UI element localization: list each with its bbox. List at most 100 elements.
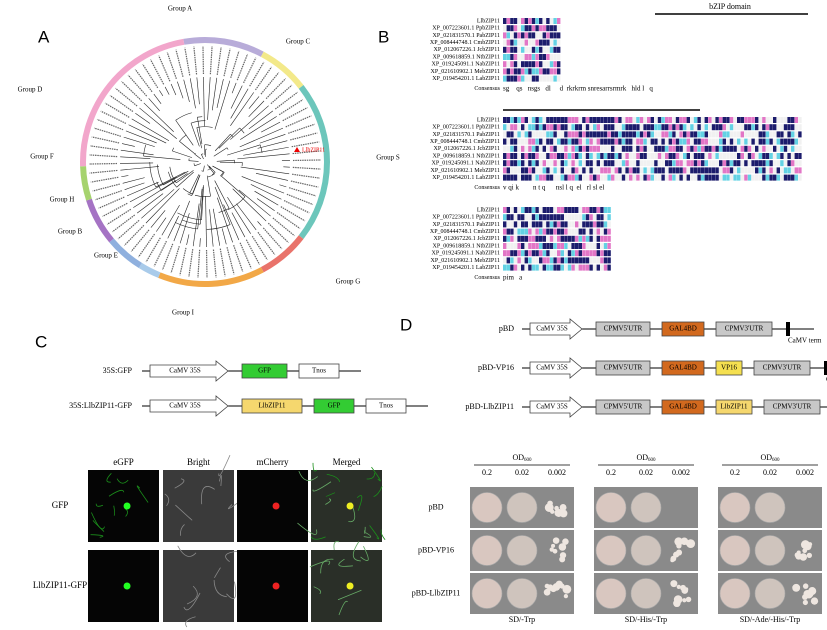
yeast-spot	[630, 578, 662, 609]
tree-branch	[203, 165, 205, 172]
residue	[708, 117, 712, 123]
residue	[542, 68, 546, 75]
residue	[535, 235, 539, 242]
residue	[557, 68, 561, 75]
leaf-label-placeholder	[292, 166, 321, 170]
residue	[751, 160, 755, 167]
leaf-label-placeholder	[92, 183, 120, 192]
od-label: OD600	[512, 453, 532, 463]
residue	[683, 160, 687, 167]
residue	[798, 167, 802, 174]
residue	[564, 160, 568, 167]
residue	[758, 138, 762, 145]
residue	[607, 250, 611, 257]
residue	[711, 167, 716, 174]
residue	[539, 153, 543, 159]
residue	[618, 124, 622, 131]
residue	[672, 174, 676, 181]
residue	[625, 153, 629, 159]
residue	[513, 250, 518, 257]
od-label: OD600	[636, 453, 656, 463]
residue	[798, 131, 802, 138]
residue	[549, 61, 554, 68]
residue	[596, 131, 600, 138]
tree-branch	[189, 174, 200, 193]
residue	[783, 124, 788, 131]
leaf-label-placeholder	[223, 48, 231, 77]
residue	[643, 117, 647, 123]
residue	[510, 18, 514, 24]
residue	[585, 264, 590, 271]
residue	[535, 54, 539, 60]
residue	[524, 145, 528, 152]
residue	[621, 131, 626, 138]
residue	[506, 160, 510, 167]
residue	[539, 25, 543, 32]
residue	[715, 145, 719, 152]
residue	[636, 138, 640, 145]
residue	[780, 117, 784, 123]
residue	[657, 174, 662, 181]
terminator	[786, 322, 790, 336]
leaf-label-placeholder	[292, 173, 320, 179]
residue	[600, 145, 604, 152]
residue	[546, 68, 550, 75]
residue	[755, 145, 759, 152]
residue	[791, 131, 795, 138]
part-label: CaMV 35S	[169, 367, 201, 375]
residue	[503, 124, 507, 131]
residue	[585, 124, 590, 131]
residue	[557, 46, 561, 53]
residue	[650, 167, 654, 174]
residue	[737, 131, 741, 138]
residue	[755, 117, 759, 123]
residue	[535, 250, 539, 257]
sequence-name: XP_008444748.1 CmbZIP11	[430, 139, 500, 145]
residue	[665, 160, 669, 167]
residue	[503, 264, 507, 271]
sequence-name: XP_012067226.1 JcbZIP11	[434, 236, 500, 242]
residue	[564, 264, 568, 271]
tree-branch	[227, 196, 251, 234]
residue	[636, 153, 640, 159]
cell-outline	[298, 470, 318, 481]
residue	[762, 160, 766, 167]
residue	[521, 32, 525, 39]
residue	[675, 167, 680, 174]
residue	[679, 160, 683, 167]
residue	[528, 264, 532, 271]
group-label: Group I	[172, 309, 195, 317]
yeast-colony	[559, 509, 568, 518]
residue	[549, 68, 554, 75]
residue	[521, 214, 525, 221]
residue	[629, 145, 633, 152]
residue	[697, 131, 701, 138]
residue	[747, 131, 752, 138]
residue	[528, 131, 532, 138]
residue	[600, 221, 604, 228]
residue	[513, 25, 518, 32]
leaf-label-placeholder	[276, 211, 301, 230]
residue	[503, 138, 507, 145]
residue	[589, 235, 593, 242]
residue	[553, 153, 557, 159]
tree-branch	[194, 152, 196, 155]
residue	[513, 18, 518, 24]
gene-part	[241, 363, 288, 379]
leaf-label-placeholder	[197, 249, 201, 278]
residue	[539, 131, 543, 138]
residue	[571, 228, 575, 235]
residue	[589, 124, 593, 131]
leaf-label-placeholder	[290, 180, 319, 188]
construct-name: pBD-VP16	[478, 363, 514, 372]
residue	[549, 160, 554, 167]
residue	[675, 138, 680, 145]
tree-branch	[214, 134, 231, 152]
residue	[614, 145, 618, 152]
residue	[647, 138, 651, 145]
residue	[564, 167, 568, 174]
row-label: LlbZIP11-GFP	[33, 580, 87, 590]
highlight-marker	[294, 147, 300, 152]
residue	[503, 75, 507, 82]
tree-branch	[216, 159, 235, 162]
